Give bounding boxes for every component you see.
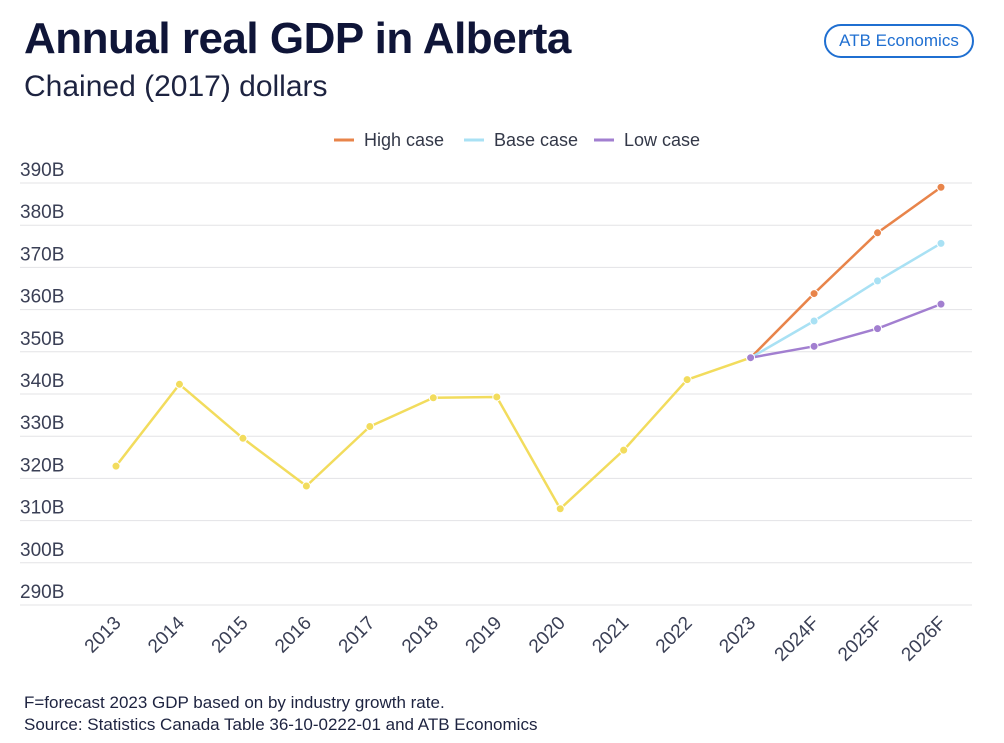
brand-badge: ATB Economics [824, 24, 974, 58]
brand-label: ATB Economics [839, 31, 959, 50]
historical-line [115, 356, 752, 511]
x-tick-label: 2017 [335, 613, 380, 658]
x-tick-label: 2018 [398, 613, 443, 658]
legend-label: Base case [494, 130, 578, 150]
chart-subtitle: Chained (2017) dollars [24, 70, 328, 103]
x-tick-label: 2019 [462, 613, 507, 658]
historical-point [238, 433, 248, 443]
legend-label: Low case [624, 130, 700, 150]
base-case-point [873, 276, 883, 286]
low-case-point [873, 324, 883, 334]
base-case-point [809, 316, 819, 326]
x-tick-label: 2021 [588, 613, 633, 658]
y-tick-label: 320B [20, 455, 64, 476]
historical-point [619, 445, 629, 455]
footer-note: F=forecast 2023 GDP based on by industry… [24, 693, 445, 712]
historical-point [492, 392, 502, 402]
x-tick-label: 2016 [271, 613, 316, 658]
historical-point [555, 504, 565, 514]
historical-point [682, 375, 692, 385]
x-tick-label: 2022 [652, 613, 697, 658]
x-tick-label: 2015 [208, 613, 253, 658]
historical-point [301, 481, 311, 491]
low-case-point [746, 353, 756, 363]
historical-point [174, 379, 184, 389]
x-tick-label: 2024F [771, 613, 824, 666]
y-tick-label: 370B [20, 244, 64, 265]
x-tick-label: 2014 [144, 612, 189, 657]
high-case-line [749, 186, 942, 359]
low-case-point [936, 299, 946, 309]
x-tick-label: 2026F [898, 613, 951, 666]
x-tick-label: 2013 [81, 613, 126, 658]
y-tick-label: 310B [20, 498, 64, 519]
low-case-point [809, 341, 819, 351]
x-tick-label: 2020 [525, 613, 570, 658]
historical-point [111, 461, 121, 471]
y-tick-label: 360B [20, 287, 64, 308]
x-tick-label: 2025F [834, 613, 887, 666]
y-tick-label: 380B [20, 202, 64, 223]
high-case-point [873, 228, 883, 238]
historical-point [365, 421, 375, 431]
chart-title: Annual real GDP in Alberta [24, 14, 571, 63]
base-case-point [936, 238, 946, 248]
x-tick-label: 2023 [715, 613, 760, 658]
y-tick-label: 300B [20, 540, 64, 561]
historical-point [428, 393, 438, 403]
footer-notes: F=forecast 2023 GDP based on by industry… [24, 692, 537, 736]
y-tick-label: 330B [20, 413, 64, 434]
high-case-point [936, 182, 946, 192]
legend-label: High case [364, 130, 444, 150]
base-case-line [749, 242, 942, 359]
y-tick-label: 390B [20, 160, 64, 181]
low-case-line [750, 302, 942, 359]
high-case-point [809, 289, 819, 299]
y-tick-label: 290B [20, 582, 64, 603]
y-tick-label: 340B [20, 371, 64, 392]
y-tick-label: 350B [20, 329, 64, 350]
footer-source: Source: Statistics Canada Table 36-10-02… [24, 715, 538, 734]
